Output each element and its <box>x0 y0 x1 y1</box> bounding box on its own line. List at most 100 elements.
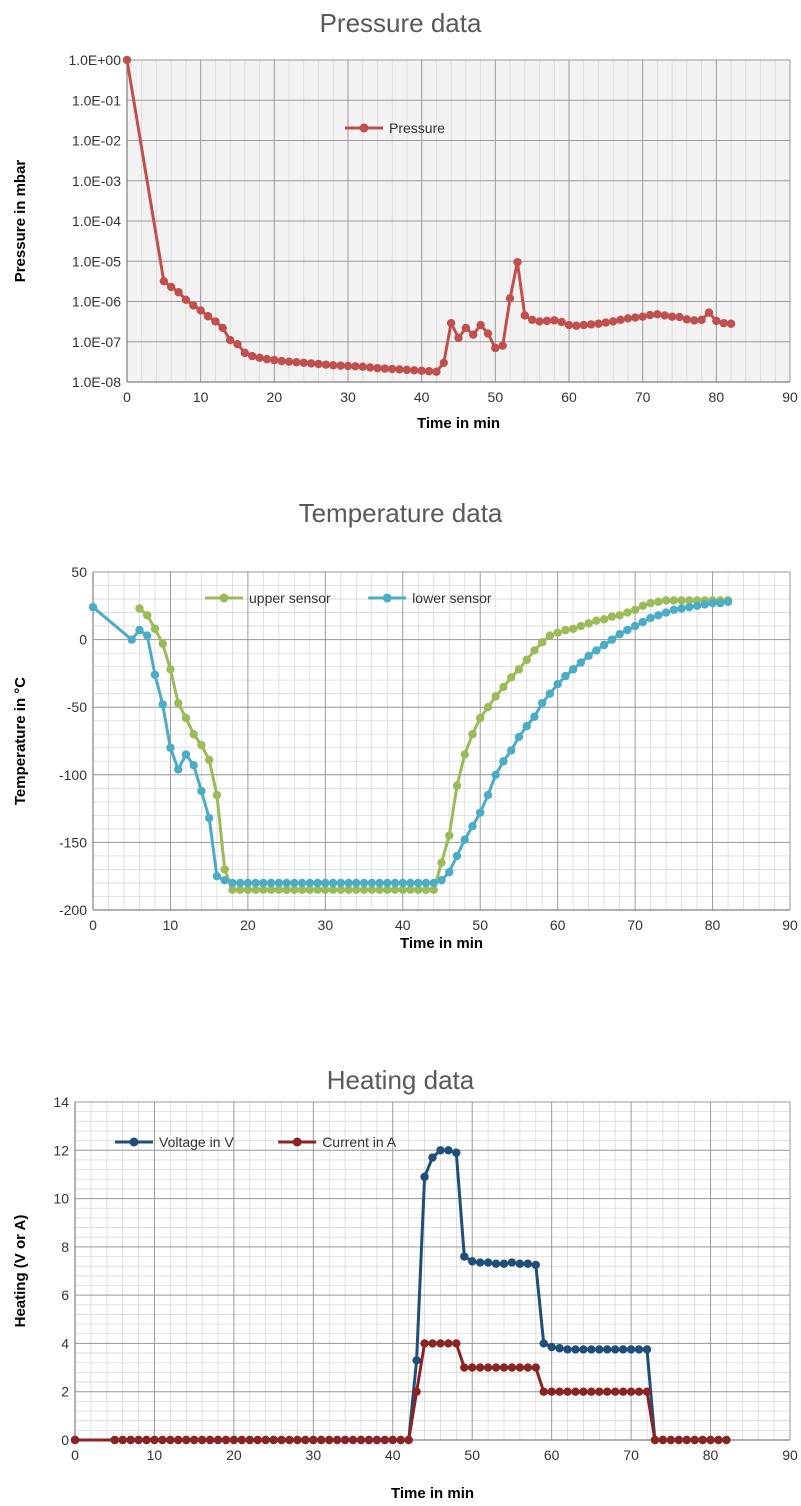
data-point <box>630 621 640 631</box>
data-point <box>269 1435 278 1445</box>
data-point <box>233 339 242 349</box>
data-point <box>220 876 229 885</box>
data-point <box>555 1344 564 1353</box>
data-point <box>514 665 524 674</box>
x-tick-label: 10 <box>193 389 209 405</box>
data-point <box>561 625 570 635</box>
data-point <box>630 605 640 615</box>
data-point <box>340 1435 350 1445</box>
data-point <box>388 1435 397 1445</box>
data-point <box>690 1435 699 1445</box>
data-point <box>609 317 618 326</box>
data-point <box>530 646 539 655</box>
data-point <box>654 611 663 620</box>
data-point <box>150 624 160 633</box>
data-point <box>70 1435 80 1445</box>
data-point <box>367 878 376 888</box>
data-point <box>491 1363 501 1372</box>
data-point <box>634 1345 644 1354</box>
data-point <box>352 878 361 888</box>
data-point <box>274 885 284 894</box>
data-point <box>468 1363 477 1372</box>
data-point <box>204 813 214 823</box>
data-point <box>522 721 531 731</box>
data-point <box>305 878 315 888</box>
data-point <box>476 808 485 817</box>
data-point <box>420 1172 429 1182</box>
data-point <box>211 317 220 326</box>
data-point <box>645 310 655 320</box>
data-point <box>714 1435 723 1445</box>
data-point <box>642 1387 652 1396</box>
data-point <box>421 878 431 888</box>
y-axis-label: Pressure in mbar <box>12 160 29 283</box>
data-point <box>515 1259 525 1268</box>
data-point <box>367 885 376 894</box>
data-point <box>122 55 132 65</box>
data-point <box>452 1339 461 1348</box>
x-tick-label: 60 <box>561 389 577 405</box>
data-point <box>491 692 500 701</box>
y-tick-label: 1.0E-01 <box>72 92 121 108</box>
data-point <box>553 628 562 638</box>
data-point <box>189 761 198 770</box>
temperature-chart: Temperature data 0 10 20 30 40 50 60 70 80 90 50 0-… <box>0 490 801 960</box>
heating-chart: Heating data 0 10 20 30 40 50 60 70 80 90 14 12 10 8 6… <box>0 1015 801 1506</box>
data-point <box>436 1339 445 1348</box>
data-point <box>653 310 662 319</box>
data-point <box>555 1387 564 1396</box>
y-tick-label: 1.0E-02 <box>72 133 121 149</box>
data-point <box>592 616 601 625</box>
data-point <box>523 1363 533 1372</box>
data-point <box>359 878 369 888</box>
data-point <box>328 885 338 894</box>
data-point <box>398 878 407 888</box>
data-point <box>314 359 323 369</box>
data-point <box>110 1435 119 1445</box>
data-point <box>505 294 515 303</box>
data-point <box>309 1435 318 1445</box>
y-tick-label: -50 <box>67 699 87 715</box>
data-point <box>251 878 260 888</box>
legend: upper sensor lower sensor <box>205 590 492 606</box>
data-point <box>380 1435 390 1445</box>
data-point <box>690 316 699 325</box>
data-point <box>253 1435 262 1445</box>
data-point <box>203 312 213 321</box>
data-point <box>150 1435 159 1445</box>
data-point <box>412 1356 421 1365</box>
data-point <box>669 605 679 615</box>
legend-marker <box>359 123 369 133</box>
data-point <box>398 885 407 894</box>
gridlines <box>74 1101 791 1441</box>
data-point <box>444 1146 453 1155</box>
y-tick-label: -100 <box>59 767 87 783</box>
data-point <box>225 335 235 345</box>
data-point <box>189 1435 199 1445</box>
data-point <box>414 878 423 888</box>
data-point <box>261 1435 270 1445</box>
data-point <box>174 1435 183 1445</box>
data-point <box>601 318 611 327</box>
y-tick-label: 1.0E-04 <box>72 213 121 229</box>
data-point <box>685 596 694 605</box>
data-point <box>421 885 431 894</box>
data-point <box>476 713 485 723</box>
y-tick-label: 14 <box>53 1094 69 1110</box>
data-point <box>700 600 710 609</box>
data-point <box>228 885 237 894</box>
x-tick-label: 80 <box>703 1447 719 1463</box>
data-point <box>626 1387 636 1396</box>
data-point <box>402 365 412 375</box>
data-point <box>365 363 375 372</box>
data-point <box>212 872 222 881</box>
data-point <box>666 1435 676 1445</box>
data-point <box>547 1342 556 1352</box>
data-point <box>475 1258 485 1267</box>
data-point <box>520 311 529 320</box>
legend-label: Current in A <box>322 1134 397 1150</box>
data-point <box>607 635 617 644</box>
data-point <box>406 878 415 888</box>
data-point <box>452 851 462 861</box>
data-point <box>321 885 330 894</box>
